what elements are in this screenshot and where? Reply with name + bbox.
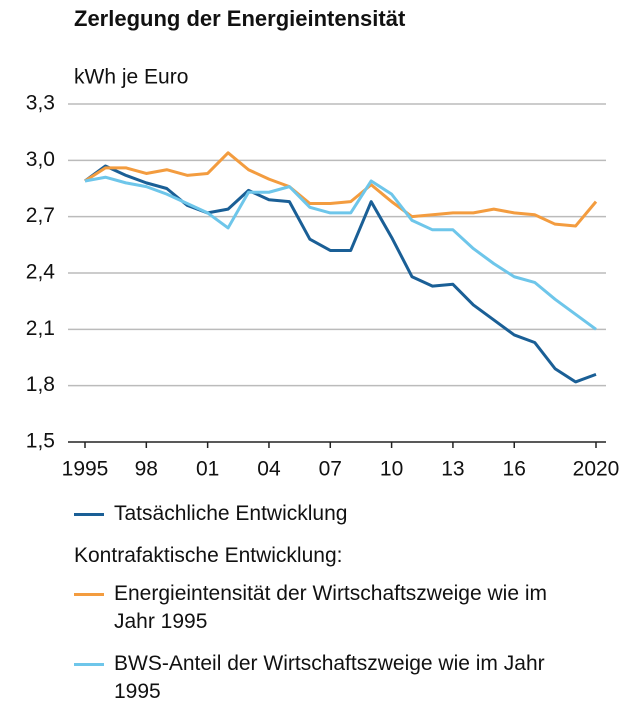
legend-item: Tatsächliche Entwicklung — [74, 500, 614, 528]
legend-swatch — [74, 593, 104, 596]
chart: Zerlegung der Energieintensität kWh je E… — [26, 6, 620, 481]
legend-item: Energieintensität der Wirtschaftszweige … — [74, 580, 614, 636]
series-line — [84, 175, 597, 331]
x-tick-label: 98 — [135, 458, 158, 481]
y-tick-label: 3,0 — [26, 148, 55, 171]
legend-label: Energieintensität der Wirtschaftszweige … — [114, 582, 548, 633]
legend-item: BWS-Anteil der Wirtschaftszweige wie im … — [74, 650, 614, 706]
y-tick-label: 2,4 — [26, 261, 56, 284]
series-line — [84, 164, 597, 384]
x-tick-label: 2020 — [573, 458, 620, 481]
y-tick-label: 3,3 — [26, 92, 55, 115]
legend-label: Tatsächliche Entwicklung — [114, 502, 348, 525]
chart-title: Zerlegung der Energieintensität — [74, 6, 406, 31]
legend-swatch — [74, 663, 104, 666]
legend-subtitle: Kontrafaktische Entwicklung: — [74, 544, 343, 567]
x-tick-label: 07 — [319, 458, 342, 481]
legend-label: BWS-Anteil der Wirtschaftszweige wie im … — [114, 652, 545, 703]
y-tick-label: 2,1 — [26, 317, 55, 340]
y-axis-label: kWh je Euro — [74, 66, 188, 89]
x-tick-label: 10 — [380, 458, 403, 481]
x-tick-label: 01 — [196, 458, 219, 481]
legend: Tatsächliche Entwicklung Kontrafaktische … — [74, 500, 614, 720]
x-tick-label: 13 — [441, 458, 464, 481]
x-tick-label: 16 — [503, 458, 526, 481]
x-tick-label: 1995 — [62, 458, 109, 481]
legend-swatch — [74, 513, 104, 516]
x-tick-label: 04 — [257, 458, 281, 481]
y-tick-label: 2,7 — [26, 204, 55, 227]
y-tick-label: 1,8 — [26, 373, 55, 396]
y-tick-label: 1,5 — [26, 430, 55, 453]
series-line — [84, 151, 598, 228]
